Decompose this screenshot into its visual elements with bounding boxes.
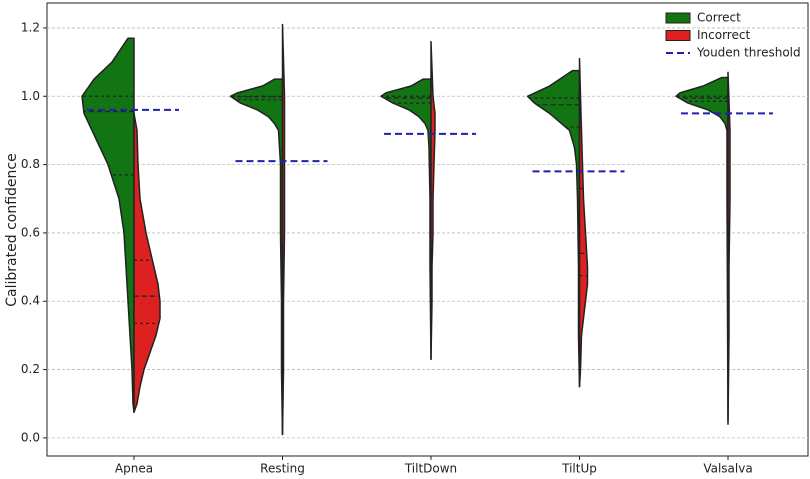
- violin-half: [430, 40, 436, 361]
- y-tick-label: 0.0: [21, 430, 40, 444]
- violin-half: [578, 57, 589, 388]
- y-tick-label: 0.2: [21, 362, 40, 376]
- plot-frame: [46, 2, 809, 457]
- violin-half: [380, 78, 432, 361]
- violin-half: [727, 71, 731, 425]
- legend-swatch: [665, 12, 691, 24]
- y-tick-label: 0.8: [21, 157, 40, 171]
- x-tick-label: TiltDown: [404, 462, 457, 476]
- violin-half: [229, 78, 284, 436]
- y-tick-label: 1.2: [21, 20, 40, 34]
- y-tick-label: 0.6: [21, 225, 40, 239]
- y-tick-label: 1.0: [21, 89, 40, 103]
- violin-half: [526, 69, 581, 388]
- legend-label: Correct: [697, 11, 741, 25]
- legend-label: Incorrect: [697, 28, 750, 42]
- legend-swatch: [665, 30, 691, 41]
- legend-label: Youden threshold: [696, 46, 801, 60]
- x-tick-label: Valsalva: [703, 462, 752, 476]
- violin-half: [81, 37, 135, 414]
- y-axis-label: Calibrated confidence: [4, 153, 20, 306]
- x-tick-label: Apnea: [115, 462, 153, 476]
- violin-half: [675, 76, 729, 422]
- x-tick-label: TiltUp: [561, 462, 597, 476]
- violin-half: [281, 23, 286, 436]
- y-tick-label: 0.4: [21, 294, 40, 308]
- violin-half: [133, 112, 161, 414]
- x-tick-label: Resting: [260, 462, 305, 476]
